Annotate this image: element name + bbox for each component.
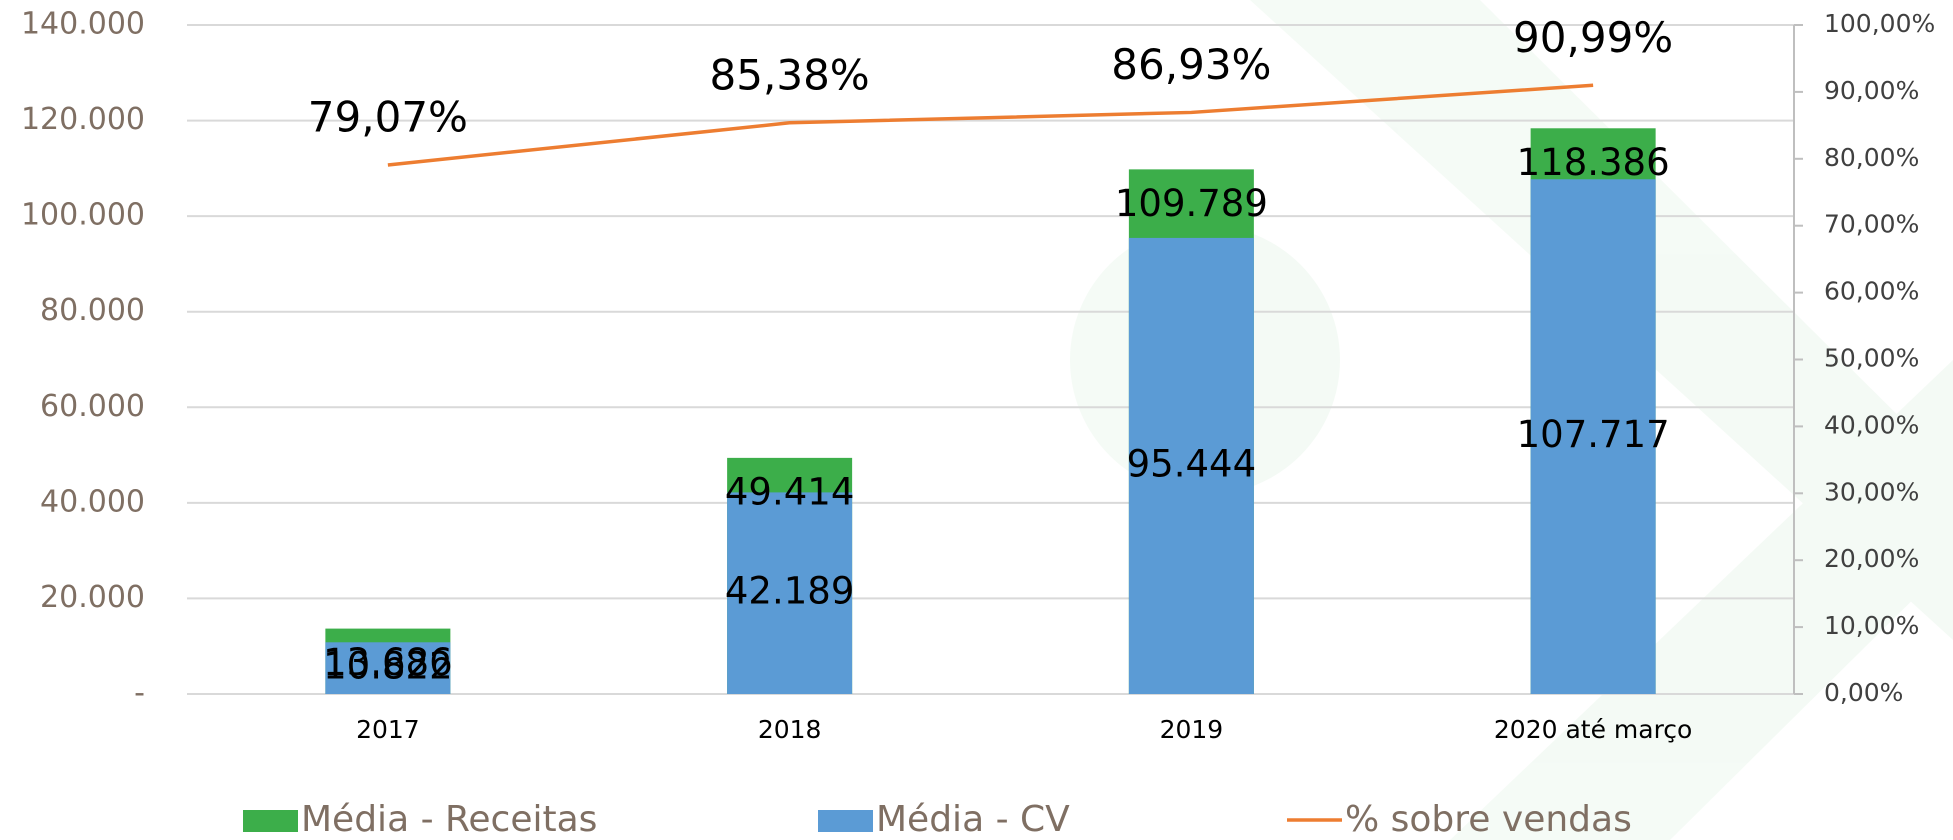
bar bbox=[1530, 179, 1656, 695]
y-tick-label: 80.000 bbox=[40, 293, 145, 328]
y2-tick-label: 100,00% bbox=[1824, 9, 1935, 38]
data-label: 90,99% bbox=[1513, 13, 1673, 62]
x-tick-label: 2020 até março bbox=[1494, 715, 1692, 744]
y2-tick-label: 20,00% bbox=[1824, 544, 1919, 573]
y2-tick-label: 0,00% bbox=[1824, 678, 1903, 707]
y-tick-label: 100.000 bbox=[21, 198, 145, 233]
y-tick-label: 120.000 bbox=[21, 102, 145, 137]
y2-tick-label: 60,00% bbox=[1824, 277, 1919, 306]
data-label: 109.789 bbox=[1115, 182, 1268, 225]
y2-tick-label: 80,00% bbox=[1824, 143, 1919, 172]
y2-tick-label: 90,00% bbox=[1824, 76, 1919, 105]
data-label: 13.686 bbox=[323, 641, 452, 684]
data-label: 85,38% bbox=[710, 50, 870, 99]
data-label: 107.717 bbox=[1517, 413, 1670, 456]
y2-tick-label: 10,00% bbox=[1824, 611, 1919, 640]
legend-label: % sobre vendas bbox=[1345, 799, 1632, 840]
data-label: 95.444 bbox=[1127, 442, 1256, 485]
legend-swatch bbox=[818, 810, 873, 832]
legend-label: Média - CV bbox=[876, 799, 1070, 840]
y-tick-label: 20.000 bbox=[40, 580, 145, 615]
x-tick-label: 2017 bbox=[356, 715, 420, 744]
legend-swatch bbox=[243, 810, 298, 832]
bar bbox=[727, 492, 853, 694]
line bbox=[387, 83, 1594, 167]
data-label: 118.386 bbox=[1517, 141, 1670, 184]
data-label: 10.822 bbox=[323, 645, 452, 688]
data-label: 42.189 bbox=[725, 570, 854, 613]
y2-tick-label: 40,00% bbox=[1824, 410, 1919, 439]
data-label: 49.414 bbox=[725, 470, 854, 513]
y2-tick-label: 50,00% bbox=[1824, 344, 1919, 373]
bar bbox=[325, 642, 451, 694]
y2-tick-label: 30,00% bbox=[1824, 477, 1919, 506]
data-label: 79,07% bbox=[308, 93, 468, 142]
y-tick-label: - bbox=[134, 676, 145, 711]
legend-label: Média - Receitas bbox=[301, 799, 597, 840]
y-tick-label: 140.000 bbox=[21, 7, 145, 42]
data-label: 86,93% bbox=[1111, 40, 1271, 89]
x-tick-label: 2019 bbox=[1160, 715, 1224, 744]
x-tick-label: 2018 bbox=[758, 715, 822, 744]
y2-tick-label: 70,00% bbox=[1824, 210, 1919, 239]
y-tick-label: 60.000 bbox=[40, 389, 145, 424]
y-tick-label: 40.000 bbox=[40, 484, 145, 519]
bar bbox=[1128, 237, 1254, 694]
